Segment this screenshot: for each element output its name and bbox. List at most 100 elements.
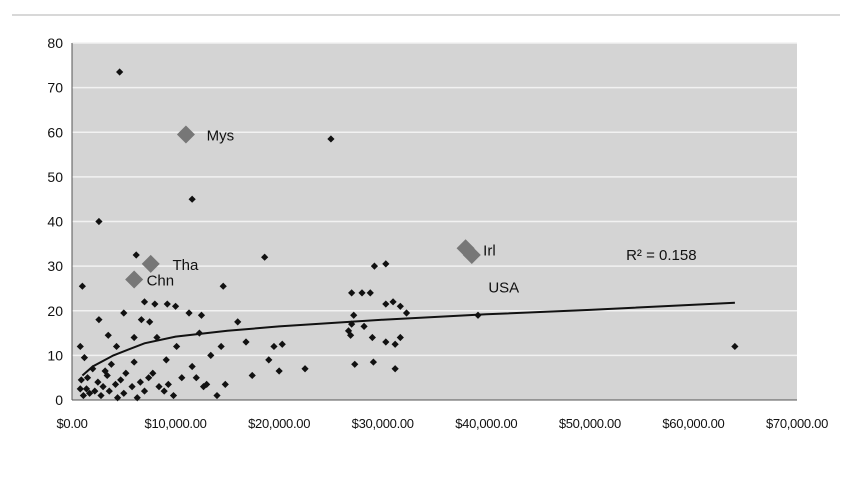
data-point — [82, 385, 91, 393]
data-point — [275, 367, 283, 375]
data-point — [130, 333, 138, 342]
data-point — [389, 298, 397, 306]
y-tick-label: 50 — [47, 169, 63, 185]
data-point — [105, 387, 113, 395]
data-point — [146, 318, 154, 326]
data-point — [117, 376, 125, 384]
data-point — [207, 351, 215, 359]
highlighted-point — [462, 245, 481, 264]
data-point — [366, 289, 374, 297]
y-tick-label: 30 — [47, 258, 63, 274]
data-point — [327, 135, 335, 143]
data-point — [347, 331, 355, 339]
data-point — [192, 374, 200, 382]
annotation-label: Chn — [147, 272, 175, 289]
data-point — [140, 298, 149, 306]
data-point — [130, 358, 138, 366]
x-tick-label: $50,000.00 — [559, 416, 621, 431]
x-tick-label: $40,000.00 — [455, 416, 517, 431]
y-tick-label: 10 — [47, 347, 63, 363]
x-tick-label: $10,000.00 — [145, 416, 207, 431]
data-point — [265, 356, 273, 364]
data-point — [99, 383, 107, 391]
data-point — [86, 389, 94, 397]
data-point — [234, 318, 242, 326]
data-point — [153, 333, 161, 342]
data-point — [221, 380, 229, 388]
data-point — [120, 309, 128, 317]
data-point — [78, 282, 86, 290]
annotation-label: Tha — [172, 257, 199, 274]
trendline — [81, 301, 735, 377]
data-point — [369, 358, 377, 366]
annotation-label: R² = 0.158 — [626, 247, 696, 264]
data-point — [195, 329, 203, 337]
data-point — [396, 302, 404, 310]
data-point — [382, 260, 390, 268]
annotation-label: Irl — [483, 243, 496, 260]
data-point — [101, 367, 109, 375]
data-point — [348, 289, 356, 297]
data-point — [80, 354, 89, 362]
x-tick-label: $20,000.00 — [248, 416, 310, 431]
data-point — [162, 356, 170, 364]
data-point — [83, 374, 92, 382]
data-point — [112, 342, 121, 351]
data-point — [122, 369, 130, 377]
x-tick-label: $60,000.00 — [662, 416, 724, 431]
data-point — [185, 309, 193, 317]
data-point — [107, 360, 115, 368]
data-point — [95, 316, 103, 324]
data-point — [301, 365, 309, 373]
data-point — [382, 300, 390, 308]
data-point — [217, 342, 225, 351]
highlighted-point — [125, 270, 144, 289]
data-point — [348, 320, 356, 328]
data-point — [137, 316, 145, 324]
data-point — [382, 338, 390, 346]
data-point — [188, 362, 196, 371]
data-point — [396, 333, 404, 342]
top-divider — [12, 14, 840, 16]
data-point — [94, 378, 102, 386]
data-point — [133, 394, 141, 402]
data-point — [97, 391, 105, 400]
data-point — [95, 217, 103, 226]
data-point — [171, 302, 180, 310]
data-point — [213, 391, 221, 400]
data-point — [197, 311, 206, 319]
y-tick-label: 70 — [47, 80, 63, 96]
x-tick-label: $0.00 — [56, 416, 87, 431]
data-point — [358, 289, 366, 297]
data-point — [169, 391, 178, 400]
data-point — [76, 385, 84, 393]
data-point — [164, 380, 172, 388]
data-point — [219, 282, 227, 290]
x-tick-label: $70,000.00 — [766, 416, 828, 431]
data-point — [113, 394, 122, 402]
data-point — [120, 389, 128, 397]
data-point — [140, 387, 149, 395]
data-point — [242, 338, 250, 346]
data-point — [188, 195, 196, 203]
data-point — [270, 342, 278, 351]
data-point — [203, 380, 211, 388]
data-point — [368, 333, 376, 342]
data-point — [136, 378, 144, 386]
data-point — [79, 391, 87, 400]
data-point — [351, 360, 359, 368]
highlighted-point — [176, 125, 195, 144]
data-point — [116, 68, 124, 76]
data-point — [163, 300, 171, 308]
data-point — [178, 374, 186, 382]
data-point — [360, 322, 368, 330]
data-point — [278, 340, 286, 348]
data-point — [391, 340, 399, 348]
data-point — [145, 374, 153, 382]
data-point — [104, 331, 112, 339]
data-point — [160, 387, 168, 395]
data-point — [128, 383, 136, 391]
data-point — [149, 369, 157, 377]
